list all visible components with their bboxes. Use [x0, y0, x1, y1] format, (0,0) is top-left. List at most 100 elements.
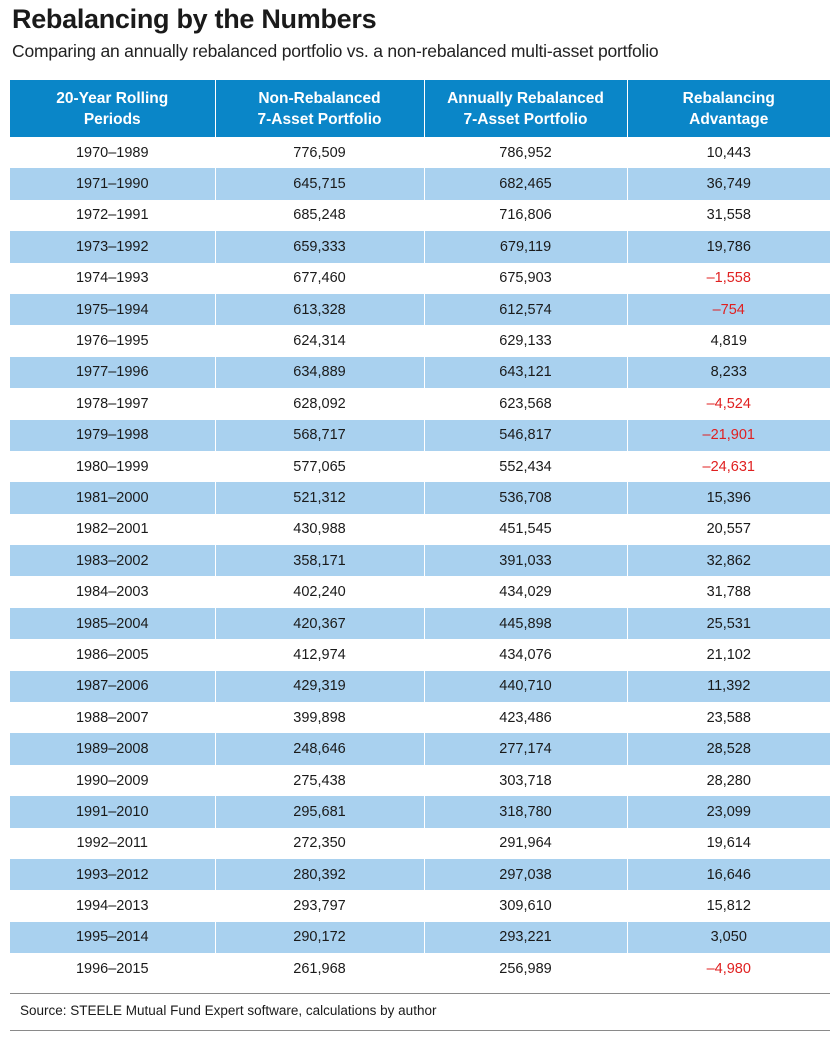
cell-non-rebalanced: 568,717: [215, 419, 425, 451]
cell-advantage: 15,396: [627, 482, 830, 514]
cell-period: 1976–1995: [10, 325, 216, 357]
cell-advantage: 8,233: [627, 356, 830, 389]
table-body: 1970–1989 776,509 786,952 10,443 1971–1990 64…: [10, 137, 830, 985]
cell-period: 1989–2008: [10, 733, 216, 765]
cell-advantage: 28,528: [627, 733, 830, 765]
cell-rebalanced: 552,434: [424, 450, 628, 483]
table-row: 1976–1995 624,314 629,133 4,819: [10, 325, 830, 357]
cell-non-rebalanced: 659,333: [215, 231, 425, 263]
cell-rebalanced: 716,806: [424, 199, 628, 232]
cell-non-rebalanced: 261,968: [215, 953, 425, 985]
cell-period: 1990–2009: [10, 764, 216, 797]
page-subtitle: Comparing an annually rebalanced portfol…: [12, 41, 659, 61]
table-row: 1984–2003 402,240 434,029 31,788: [10, 576, 830, 608]
cell-rebalanced: 612,574: [424, 293, 628, 326]
cell-non-rebalanced: 430,988: [215, 513, 425, 546]
table-header: 20-Year Rolling Periods Non-Rebalanced 7…: [10, 80, 830, 137]
cell-rebalanced: 318,780: [424, 796, 628, 828]
table-row: 1973–1992 659,333 679,119 19,786: [10, 231, 830, 263]
cell-period: 1983–2002: [10, 545, 216, 577]
table-row: 1988–2007 399,898 423,486 23,588: [10, 702, 830, 734]
cell-non-rebalanced: 275,438: [215, 764, 425, 797]
column-header-line: 20-Year Rolling: [56, 89, 169, 107]
column-header-advantage: Rebalancing Advantage: [627, 80, 830, 137]
cell-period: 1994–2013: [10, 890, 216, 922]
table-row: 1995–2014 290,172 293,221 3,050: [10, 921, 830, 954]
table-row: 1972–1991 685,248 716,806 31,558: [10, 199, 830, 232]
cell-advantage: 3,050: [627, 921, 830, 954]
cell-period: 1971–1990: [10, 168, 216, 200]
cell-rebalanced: 546,817: [424, 419, 628, 451]
cell-rebalanced: 256,989: [424, 953, 628, 985]
cell-period: 1991–2010: [10, 796, 216, 828]
table-row: 1994–2013 293,797 309,610 15,812: [10, 890, 830, 922]
cell-advantage: 31,558: [627, 199, 830, 232]
cell-rebalanced: 445,898: [424, 607, 628, 640]
header-row: 20-Year Rolling Periods Non-Rebalanced 7…: [10, 80, 830, 137]
table-row: 1971–1990 645,715 682,465 36,749: [10, 168, 830, 200]
cell-period: 1993–2012: [10, 858, 216, 891]
cell-period: 1985–2004: [10, 607, 216, 640]
table-row: 1990–2009 275,438 303,718 28,280: [10, 764, 830, 797]
table-row: 1983–2002 358,171 391,033 32,862: [10, 545, 830, 577]
cell-non-rebalanced: 420,367: [215, 607, 425, 640]
cell-rebalanced: 451,545: [424, 513, 628, 546]
column-header-line: Rebalancing: [682, 89, 775, 107]
cell-rebalanced: 682,465: [424, 168, 628, 200]
table-row: 1979–1998 568,717 546,817 –21,901: [10, 419, 830, 451]
cell-advantage: 23,588: [627, 702, 830, 734]
cell-advantage: 16,646: [627, 858, 830, 891]
cell-non-rebalanced: 776,509: [215, 137, 425, 169]
cell-period: 1984–2003: [10, 576, 216, 608]
cell-rebalanced: 434,029: [424, 576, 628, 608]
cell-non-rebalanced: 624,314: [215, 325, 425, 357]
cell-rebalanced: 434,076: [424, 639, 628, 671]
cell-advantage: 25,531: [627, 607, 830, 640]
cell-non-rebalanced: 685,248: [215, 199, 425, 232]
cell-rebalanced: 623,568: [424, 388, 628, 420]
divider: [10, 1030, 830, 1031]
cell-period: 1972–1991: [10, 199, 216, 232]
table-row: 1986–2005 412,974 434,076 21,102: [10, 639, 830, 671]
cell-period: 1982–2001: [10, 513, 216, 546]
cell-advantage: 23,099: [627, 796, 830, 828]
cell-rebalanced: 643,121: [424, 356, 628, 389]
cell-rebalanced: 303,718: [424, 764, 628, 797]
cell-period: 1973–1992: [10, 231, 216, 263]
cell-period: 1979–1998: [10, 419, 216, 451]
cell-rebalanced: 786,952: [424, 137, 628, 169]
column-header-non-rebalanced: Non-Rebalanced 7-Asset Portfolio: [215, 80, 425, 137]
cell-advantage: 31,788: [627, 576, 830, 608]
cell-advantage: –754: [627, 293, 830, 326]
table-row: 1974–1993 677,460 675,903 –1,558: [10, 262, 830, 294]
cell-advantage: 11,392: [627, 670, 830, 703]
cell-rebalanced: 391,033: [424, 545, 628, 577]
cell-non-rebalanced: 402,240: [215, 576, 425, 608]
cell-period: 1987–2006: [10, 670, 216, 703]
cell-non-rebalanced: 412,974: [215, 639, 425, 671]
cell-period: 1996–2015: [10, 953, 216, 985]
cell-advantage: –24,631: [627, 450, 830, 483]
table-row: 1970–1989 776,509 786,952 10,443: [10, 137, 830, 169]
cell-non-rebalanced: 280,392: [215, 858, 425, 891]
rebalancing-table: 20-Year Rolling Periods Non-Rebalanced 7…: [10, 80, 830, 985]
cell-advantage: 15,812: [627, 890, 830, 922]
column-header-line: Non-Rebalanced: [258, 89, 381, 107]
cell-non-rebalanced: 577,065: [215, 450, 425, 483]
cell-rebalanced: 536,708: [424, 482, 628, 514]
cell-non-rebalanced: 429,319: [215, 670, 425, 703]
cell-period: 1980–1999: [10, 450, 216, 483]
table-row: 1982–2001 430,988 451,545 20,557: [10, 513, 830, 546]
cell-advantage: 20,557: [627, 513, 830, 546]
cell-non-rebalanced: 293,797: [215, 890, 425, 922]
table-row: 1985–2004 420,367 445,898 25,531: [10, 607, 830, 640]
cell-rebalanced: 629,133: [424, 325, 628, 357]
cell-advantage: 21,102: [627, 639, 830, 671]
cell-period: 1977–1996: [10, 356, 216, 389]
cell-advantage: –1,558: [627, 262, 830, 294]
cell-non-rebalanced: 628,092: [215, 388, 425, 420]
cell-advantage: 10,443: [627, 137, 830, 169]
column-header-line: Annually Rebalanced: [447, 89, 604, 107]
cell-non-rebalanced: 290,172: [215, 921, 425, 954]
divider: [10, 993, 830, 994]
